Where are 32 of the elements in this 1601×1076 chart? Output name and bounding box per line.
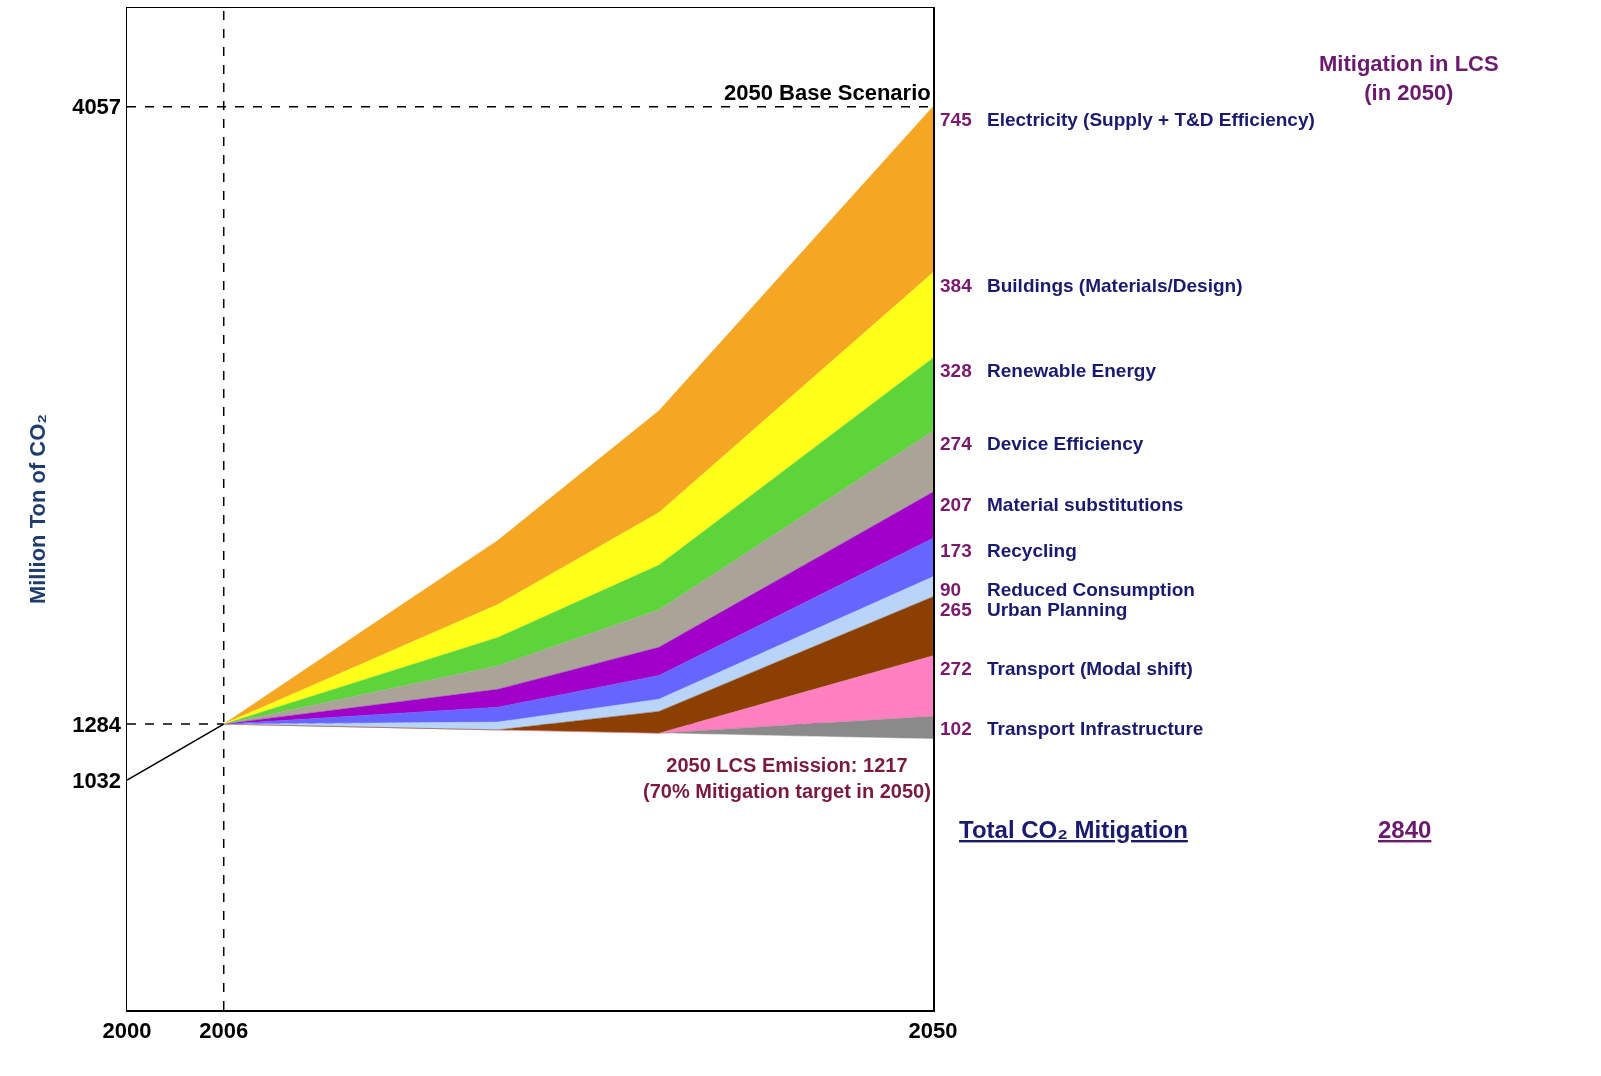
data-label: 90: [940, 579, 962, 600]
text: Buildings (Materials/Design): [987, 275, 1243, 296]
y-tick-label: 1284: [72, 711, 122, 737]
data-label: 272: [940, 658, 972, 679]
data-label: 265: [940, 599, 973, 620]
text: Total CO₂ Mitigation: [959, 816, 1188, 843]
ref-line-label: 2050 Base Scenario: [724, 80, 931, 105]
text: Urban Planning: [987, 599, 1128, 620]
text: Mitigation in LCS (in 2050): [1319, 51, 1499, 105]
data-label: 328: [940, 360, 972, 381]
y-tick-label: 1032: [72, 767, 122, 793]
data-label: 102: [940, 718, 972, 739]
annotation: 2050 LCS Emission: 1217 (70% Mitigation target in 2050): [643, 754, 931, 802]
text: 2840: [1378, 816, 1432, 843]
y-tick-label: 4057: [72, 94, 122, 120]
x-tick-label: 2000: [102, 1017, 152, 1043]
x-tick-label: 2050: [908, 1017, 958, 1043]
data-label: 173: [940, 540, 972, 561]
text: Material substitutions: [987, 494, 1184, 515]
data-label: 207: [940, 494, 972, 515]
text: Reduced Consumption: [987, 579, 1195, 600]
text: Transport (Modal shift): [987, 658, 1193, 679]
data-label: 274: [940, 433, 973, 454]
text: Renewable Energy: [987, 360, 1157, 381]
text: Recycling: [987, 540, 1077, 561]
y-axis-title: Million Ton of CO₂: [25, 413, 51, 605]
x-tick-label: 2006: [199, 1017, 249, 1043]
text: Electricity (Supply + T&D Efficiency): [987, 109, 1315, 130]
data-label: 745: [940, 109, 973, 130]
text: Transport Infrastructure: [987, 718, 1204, 739]
data-label: 384: [940, 275, 973, 296]
text: Device Efficiency: [987, 433, 1144, 454]
